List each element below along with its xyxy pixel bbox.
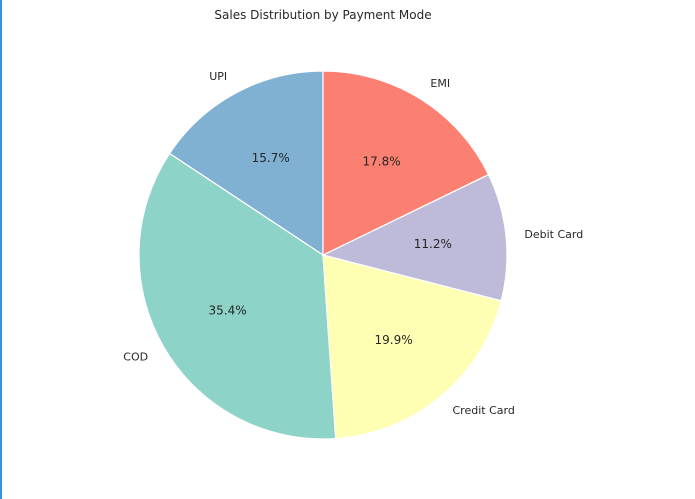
percent-label-cod: 35.4%: [209, 304, 247, 318]
category-label-debit-card: Debit Card: [524, 228, 583, 241]
percent-label-debit-card: 11.2%: [414, 237, 452, 251]
pie-slice-credit-card: [322, 254, 502, 440]
pie-slice-debit-card: [321, 173, 508, 302]
pie-slice-upi: [168, 70, 324, 257]
category-label-upi: UPI: [209, 70, 227, 83]
pie-slices: [138, 70, 508, 440]
category-label-credit-card: Credit Card: [453, 404, 515, 417]
category-label-cod: COD: [123, 350, 148, 363]
pie-labels: UPI 15.7% COD 35.4% Credit Card 19.9% Debit Ca…: [123, 70, 583, 417]
window-edge: [0, 0, 2, 499]
chart-title: Sales Distribution by Payment Mode: [214, 8, 431, 22]
percent-label-upi: 15.7%: [252, 151, 290, 165]
percent-label-emi: 17.8%: [363, 154, 401, 168]
pie-slice-cod: [138, 152, 337, 440]
pie-slice-emi: [322, 70, 490, 256]
category-label-emi: EMI: [430, 77, 450, 90]
percent-label-credit-card: 19.9%: [375, 333, 413, 347]
